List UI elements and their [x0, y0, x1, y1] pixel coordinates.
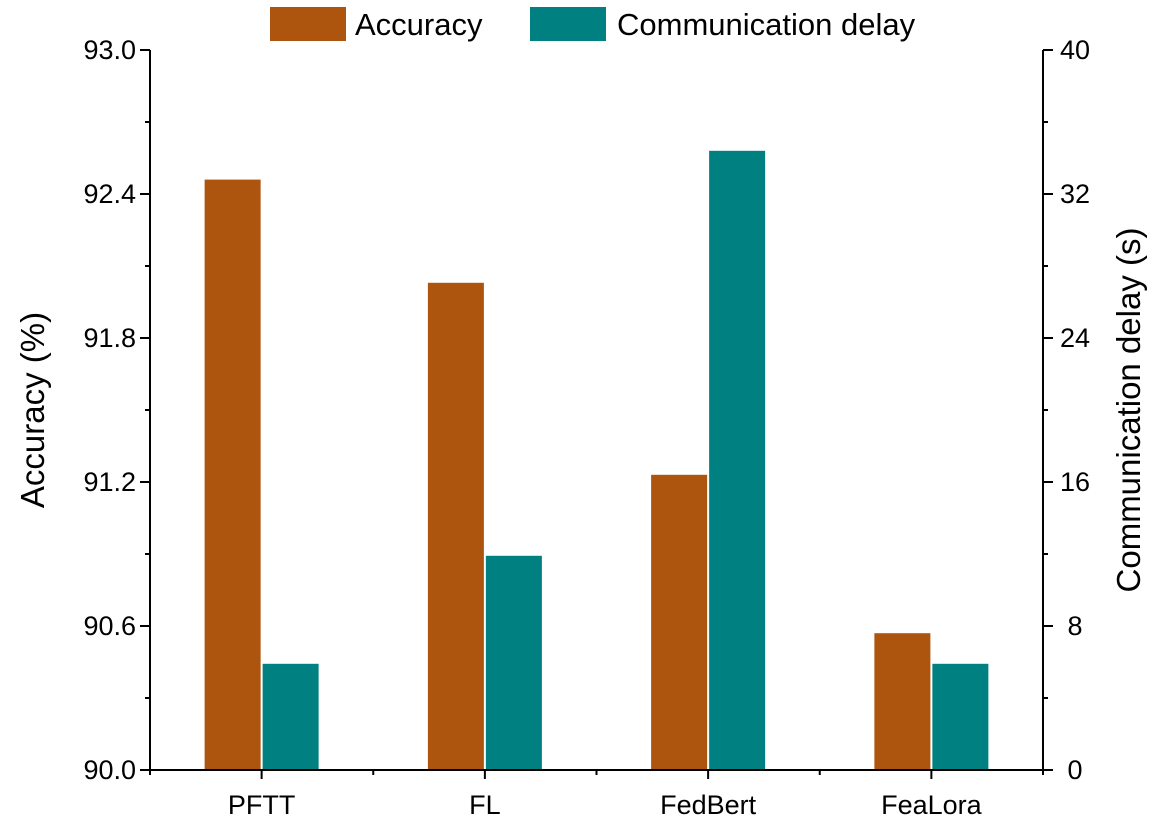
right-tick-label: 8 — [1067, 611, 1082, 641]
bar-communication-delay-pftt — [262, 663, 319, 770]
bar-communication-delay-fedbert — [709, 150, 766, 771]
bars-group — [204, 150, 989, 771]
axes-group: 90.0 90.6 91.2 91.8 92.4 93.0 0 8 16 24 32 40 PFTT FL… — [83, 35, 1090, 820]
right-axis-title: Communication delay (s) — [1110, 228, 1147, 593]
legend-label-communication-delay: Communication delay — [617, 7, 916, 42]
chart-legend: Accuracy Communication delay — [270, 7, 916, 42]
bar-accuracy-pftt — [204, 179, 261, 771]
bar-accuracy-fedbert — [651, 474, 708, 770]
legend-label-accuracy: Accuracy — [355, 7, 483, 42]
right-tick-label: 0 — [1067, 755, 1082, 785]
x-tick-label-pftt: PFTT — [228, 790, 296, 820]
bar-communication-delay-fealora — [932, 663, 989, 770]
x-tick-label-fedbert: FedBert — [660, 790, 757, 820]
bar-accuracy-fl — [427, 282, 484, 770]
x-tick-label-fealora: FeaLora — [881, 790, 983, 820]
right-tick-label: 32 — [1060, 179, 1090, 209]
left-tick-label: 90.0 — [83, 755, 136, 785]
legend-swatch-accuracy — [270, 7, 346, 41]
left-axis-title: Accuracy (%) — [14, 312, 51, 508]
left-tick-label: 90.6 — [83, 611, 136, 641]
left-tick-label: 92.4 — [83, 179, 136, 209]
x-tick-label-fl: FL — [469, 790, 501, 820]
right-tick-label: 16 — [1060, 467, 1090, 497]
right-tick-label: 40 — [1060, 35, 1090, 65]
right-tick-label: 24 — [1060, 323, 1090, 353]
left-tick-label: 91.8 — [83, 323, 136, 353]
bar-communication-delay-fl — [485, 555, 542, 770]
bar-accuracy-fealora — [874, 633, 931, 770]
legend-swatch-communication-delay — [530, 7, 606, 41]
left-tick-label: 93.0 — [83, 35, 136, 65]
left-tick-label: 91.2 — [83, 467, 136, 497]
